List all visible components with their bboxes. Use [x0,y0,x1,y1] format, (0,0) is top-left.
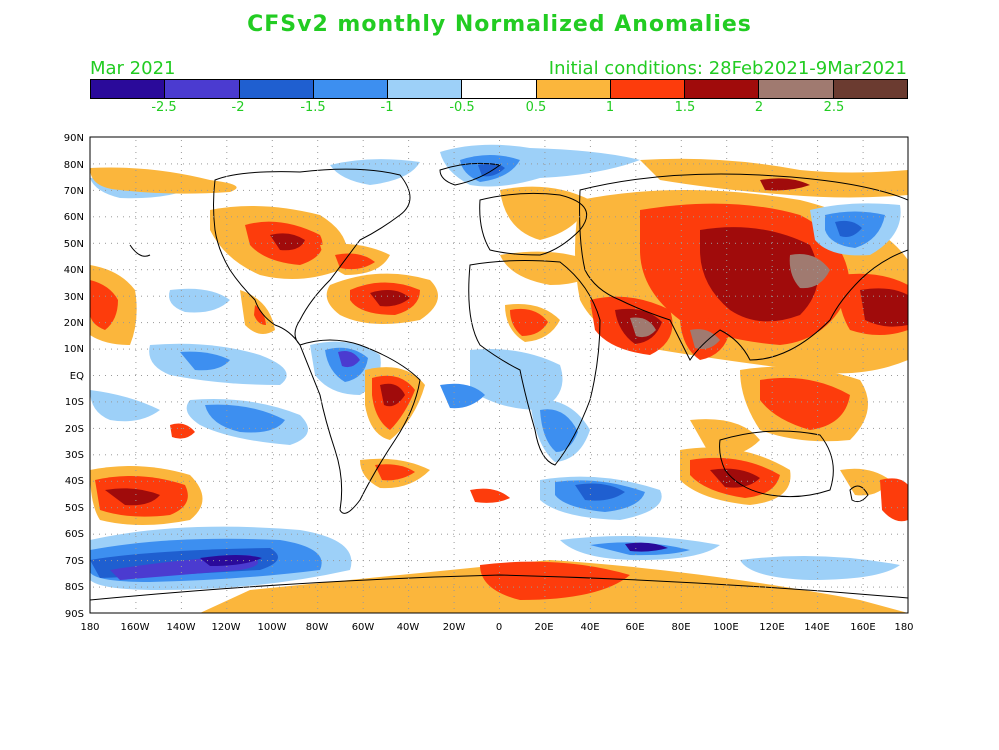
lat-label: 90S [65,609,84,620]
lon-label: 60W [352,622,375,633]
colorbar-label: 1.5 [674,100,696,115]
lon-label: 120W [212,622,241,633]
lat-label: 50S [65,503,84,514]
lon-label: 120E [759,622,784,633]
lon-label: 180 [894,622,913,633]
colorbar [90,79,908,99]
lat-label: 40S [65,476,84,487]
colorbar-cell [759,80,834,98]
colorbar-cell [239,80,314,98]
colorbar-label: -1.5 [300,100,326,115]
colorbar-label: -2.5 [151,100,177,115]
colorbar-label: -0.5 [449,100,475,115]
colorbar-label: 2 [754,100,764,115]
colorbar-cell [833,80,907,98]
colorbar-cell [610,80,686,98]
lon-label: 100W [258,622,287,633]
colorbar-label: 1 [605,100,615,115]
colorbar-label: 0.5 [525,100,547,115]
lat-label: 30S [65,450,84,461]
lat-label: 90N [64,133,84,144]
lon-label: 20E [534,622,553,633]
lon-label: 80W [306,622,329,633]
gridlines [93,140,904,609]
lon-label: 100E [713,622,738,633]
colorbar-cell [462,80,537,98]
lat-label: EQ [70,371,84,382]
initial-conditions: Initial conditions: 28Feb2021-9Mar2021 [548,58,907,79]
lat-label: 60N [64,212,84,223]
lon-label: 140W [167,622,196,633]
lat-label: 50N [64,239,84,250]
colorbar-cell [685,80,760,98]
lat-label: 30N [64,292,84,303]
colorbar-cell [536,80,611,98]
chart-title: CFSv2 monthly Normalized Anomalies [247,12,752,37]
lat-label: 80S [65,582,84,593]
lon-label: 80E [671,622,690,633]
lat-label: 80N [64,160,84,171]
lat-label: 60S [65,529,84,540]
lat-label: 70S [65,556,84,567]
colorbar-cell [91,80,166,98]
lon-label: 180 [80,622,99,633]
colorbar-cell [165,80,240,98]
lat-label: 10N [64,344,84,355]
map-frame [89,136,909,614]
colorbar-cell [313,80,389,98]
lon-label: 140E [804,622,829,633]
forecast-month: Mar 2021 [90,58,176,79]
lat-label: 10S [65,397,84,408]
longitude-labels: 180 160W 140W 120W 100W 80W 60W 40W 20W … [80,622,913,633]
colorbar-label: -2 [231,100,245,115]
lat-label: 70N [64,186,84,197]
lon-label: 160E [850,622,875,633]
lat-label: 20S [65,424,84,435]
lat-label: 20N [64,318,84,329]
colorbar-cell [388,80,463,98]
lon-label: 40W [397,622,420,633]
lon-label: 40E [580,622,599,633]
colorbar-label: 2.5 [823,100,845,115]
lon-label: 160W [121,622,150,633]
lon-label: 20W [443,622,466,633]
lat-label: 40N [64,265,84,276]
lon-label: 0 [496,622,502,633]
colorbar-label: -1 [380,100,394,115]
latitude-labels: 90N 80N 70N 60N 50N 40N 30N 20N 10N EQ 1… [64,133,84,620]
lon-label: 60E [625,622,644,633]
